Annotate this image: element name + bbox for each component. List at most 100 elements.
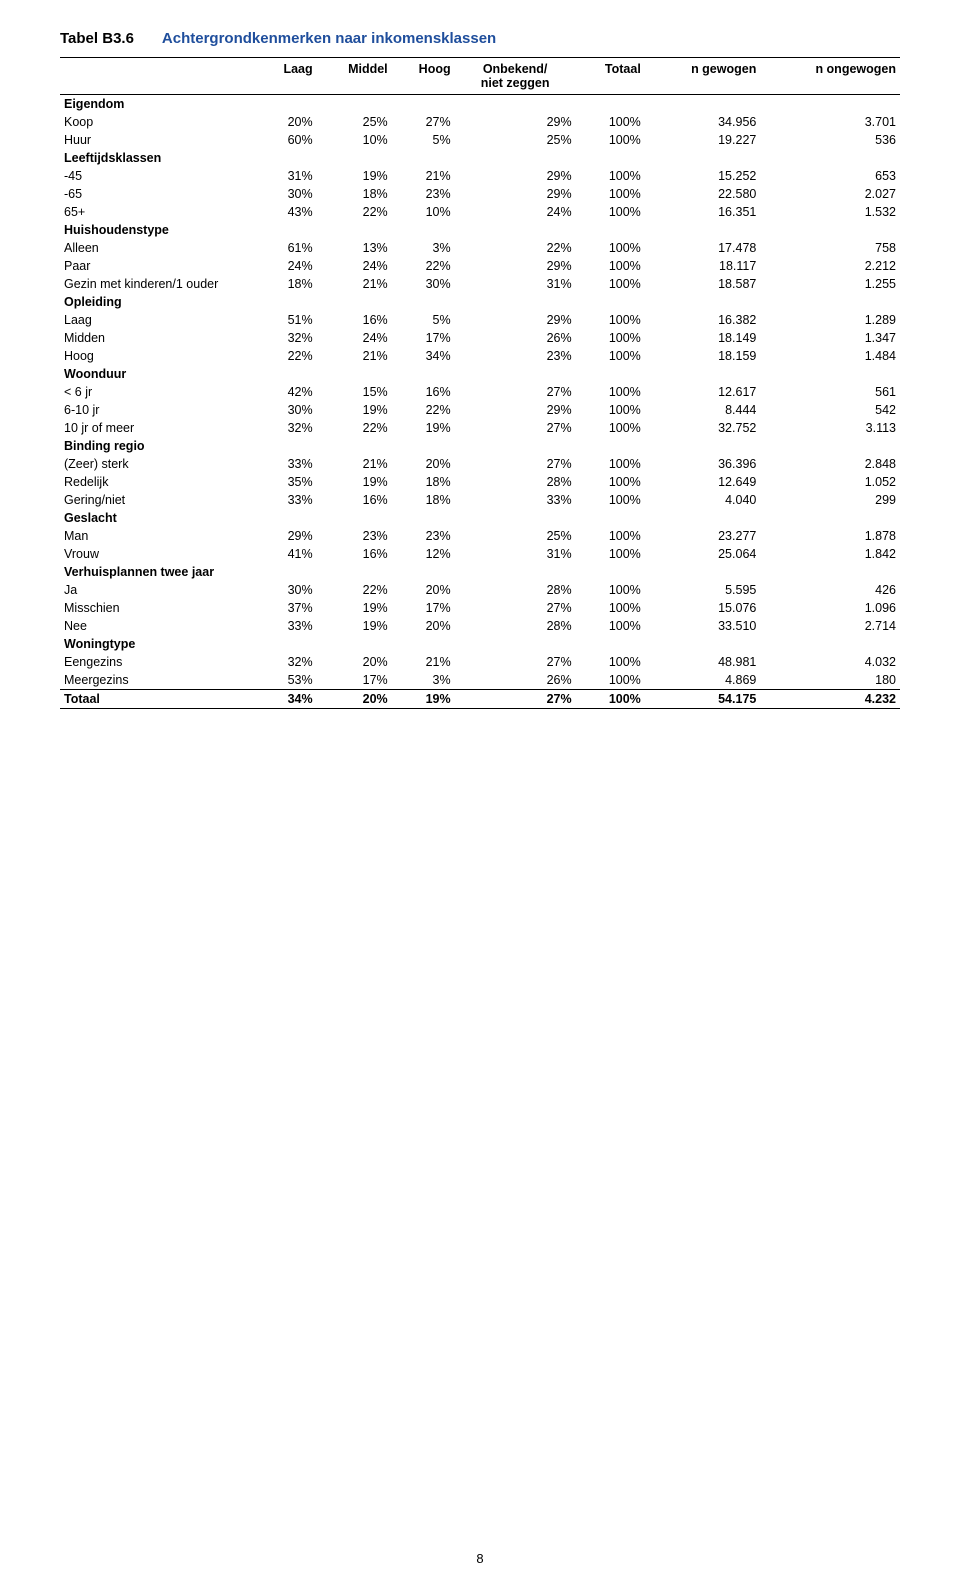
table-row: Ja30%22%20%28%100%5.595426: [60, 581, 900, 599]
cell: 28%: [455, 581, 576, 599]
cell: 26%: [455, 671, 576, 690]
cell: 15.076: [645, 599, 761, 617]
row-label: Eengezins: [60, 653, 258, 671]
cell: 30%: [258, 581, 317, 599]
cell: 28%: [455, 617, 576, 635]
row-label: Nee: [60, 617, 258, 635]
row-label: Hoog: [60, 347, 258, 365]
cell: 542: [760, 401, 900, 419]
section-row: Binding regio: [60, 437, 900, 455]
table-row: 10 jr of meer32%22%19%27%100%32.7523.113: [60, 419, 900, 437]
section-label: Eigendom: [60, 95, 258, 114]
cell: 24%: [317, 257, 392, 275]
cell: 2.027: [760, 185, 900, 203]
section-label: Binding regio: [60, 437, 258, 455]
cell: 51%: [258, 311, 317, 329]
cell: 1.532: [760, 203, 900, 221]
cell: 100%: [576, 617, 645, 635]
table-row: 65+43%22%10%24%100%16.3511.532: [60, 203, 900, 221]
cell: 19.227: [645, 131, 761, 149]
cell: 180: [760, 671, 900, 690]
cell: 19%: [317, 599, 392, 617]
table-row: Midden32%24%17%26%100%18.1491.347: [60, 329, 900, 347]
cell: 43%: [258, 203, 317, 221]
cell: 31%: [455, 545, 576, 563]
section-row: Woonduur: [60, 365, 900, 383]
cell: 31%: [455, 275, 576, 293]
table-row: Nee33%19%20%28%100%33.5102.714: [60, 617, 900, 635]
cell: 25%: [455, 131, 576, 149]
cell: 3%: [392, 239, 455, 257]
table-row: -6530%18%23%29%100%22.5802.027: [60, 185, 900, 203]
col-header: n ongewogen: [760, 58, 900, 95]
cell: 16%: [317, 545, 392, 563]
total-label: Totaal: [60, 690, 258, 709]
cell: 19%: [317, 401, 392, 419]
cell: 22%: [317, 203, 392, 221]
cell: 25%: [455, 527, 576, 545]
cell: 100%: [576, 311, 645, 329]
row-label: Midden: [60, 329, 258, 347]
cell: 100%: [576, 275, 645, 293]
col-header: Laag: [258, 58, 317, 95]
row-label: (Zeer) sterk: [60, 455, 258, 473]
cell: 18%: [392, 491, 455, 509]
cell: 26%: [455, 329, 576, 347]
header-row: LaagMiddelHoogOnbekend/niet zeggenTotaal…: [60, 58, 900, 95]
cell: 23%: [317, 527, 392, 545]
cell: 10%: [392, 203, 455, 221]
cell: 2.848: [760, 455, 900, 473]
cell: 24%: [455, 203, 576, 221]
cell: 19%: [392, 419, 455, 437]
cell: 100%: [576, 131, 645, 149]
row-label: Koop: [60, 113, 258, 131]
cell: 23%: [455, 347, 576, 365]
total-cell: 100%: [576, 690, 645, 709]
cell: 37%: [258, 599, 317, 617]
cell: 3.113: [760, 419, 900, 437]
cell: 20%: [317, 653, 392, 671]
cell: 3.701: [760, 113, 900, 131]
row-label: 10 jr of meer: [60, 419, 258, 437]
cell: 32%: [258, 653, 317, 671]
cell: 18.587: [645, 275, 761, 293]
cell: 100%: [576, 581, 645, 599]
cell: 29%: [455, 113, 576, 131]
cell: 100%: [576, 329, 645, 347]
cell: 1.347: [760, 329, 900, 347]
table-row: Koop20%25%27%29%100%34.9563.701: [60, 113, 900, 131]
section-row: Verhuisplannen twee jaar: [60, 563, 900, 581]
cell: 12.649: [645, 473, 761, 491]
cell: 20%: [392, 617, 455, 635]
section-label: Woonduur: [60, 365, 258, 383]
cell: 33%: [258, 617, 317, 635]
cell: 20%: [392, 581, 455, 599]
cell: 25%: [317, 113, 392, 131]
row-label: Huur: [60, 131, 258, 149]
cell: 3%: [392, 671, 455, 690]
cell: 19%: [317, 473, 392, 491]
table-row: Vrouw41%16%12%31%100%25.0641.842: [60, 545, 900, 563]
cell: 32%: [258, 329, 317, 347]
cell: 36.396: [645, 455, 761, 473]
row-label: 65+: [60, 203, 258, 221]
cell: 34%: [392, 347, 455, 365]
cell: 29%: [258, 527, 317, 545]
cell: 27%: [455, 599, 576, 617]
title-row: Tabel B3.6 Achtergrondkenmerken naar ink…: [60, 30, 900, 47]
cell: 1.096: [760, 599, 900, 617]
cell: 21%: [392, 653, 455, 671]
cell: 100%: [576, 401, 645, 419]
table-row: Huur60%10%5%25%100%19.227536: [60, 131, 900, 149]
table-row: < 6 jr42%15%16%27%100%12.617561: [60, 383, 900, 401]
table-body: EigendomKoop20%25%27%29%100%34.9563.701H…: [60, 95, 900, 709]
cell: 100%: [576, 419, 645, 437]
cell: 16%: [392, 383, 455, 401]
total-cell: 19%: [392, 690, 455, 709]
cell: 100%: [576, 455, 645, 473]
row-label: Laag: [60, 311, 258, 329]
total-row: Totaal34%20%19%27%100%54.1754.232: [60, 690, 900, 709]
cell: 22%: [317, 419, 392, 437]
cell: 16%: [317, 491, 392, 509]
cell: 4.032: [760, 653, 900, 671]
